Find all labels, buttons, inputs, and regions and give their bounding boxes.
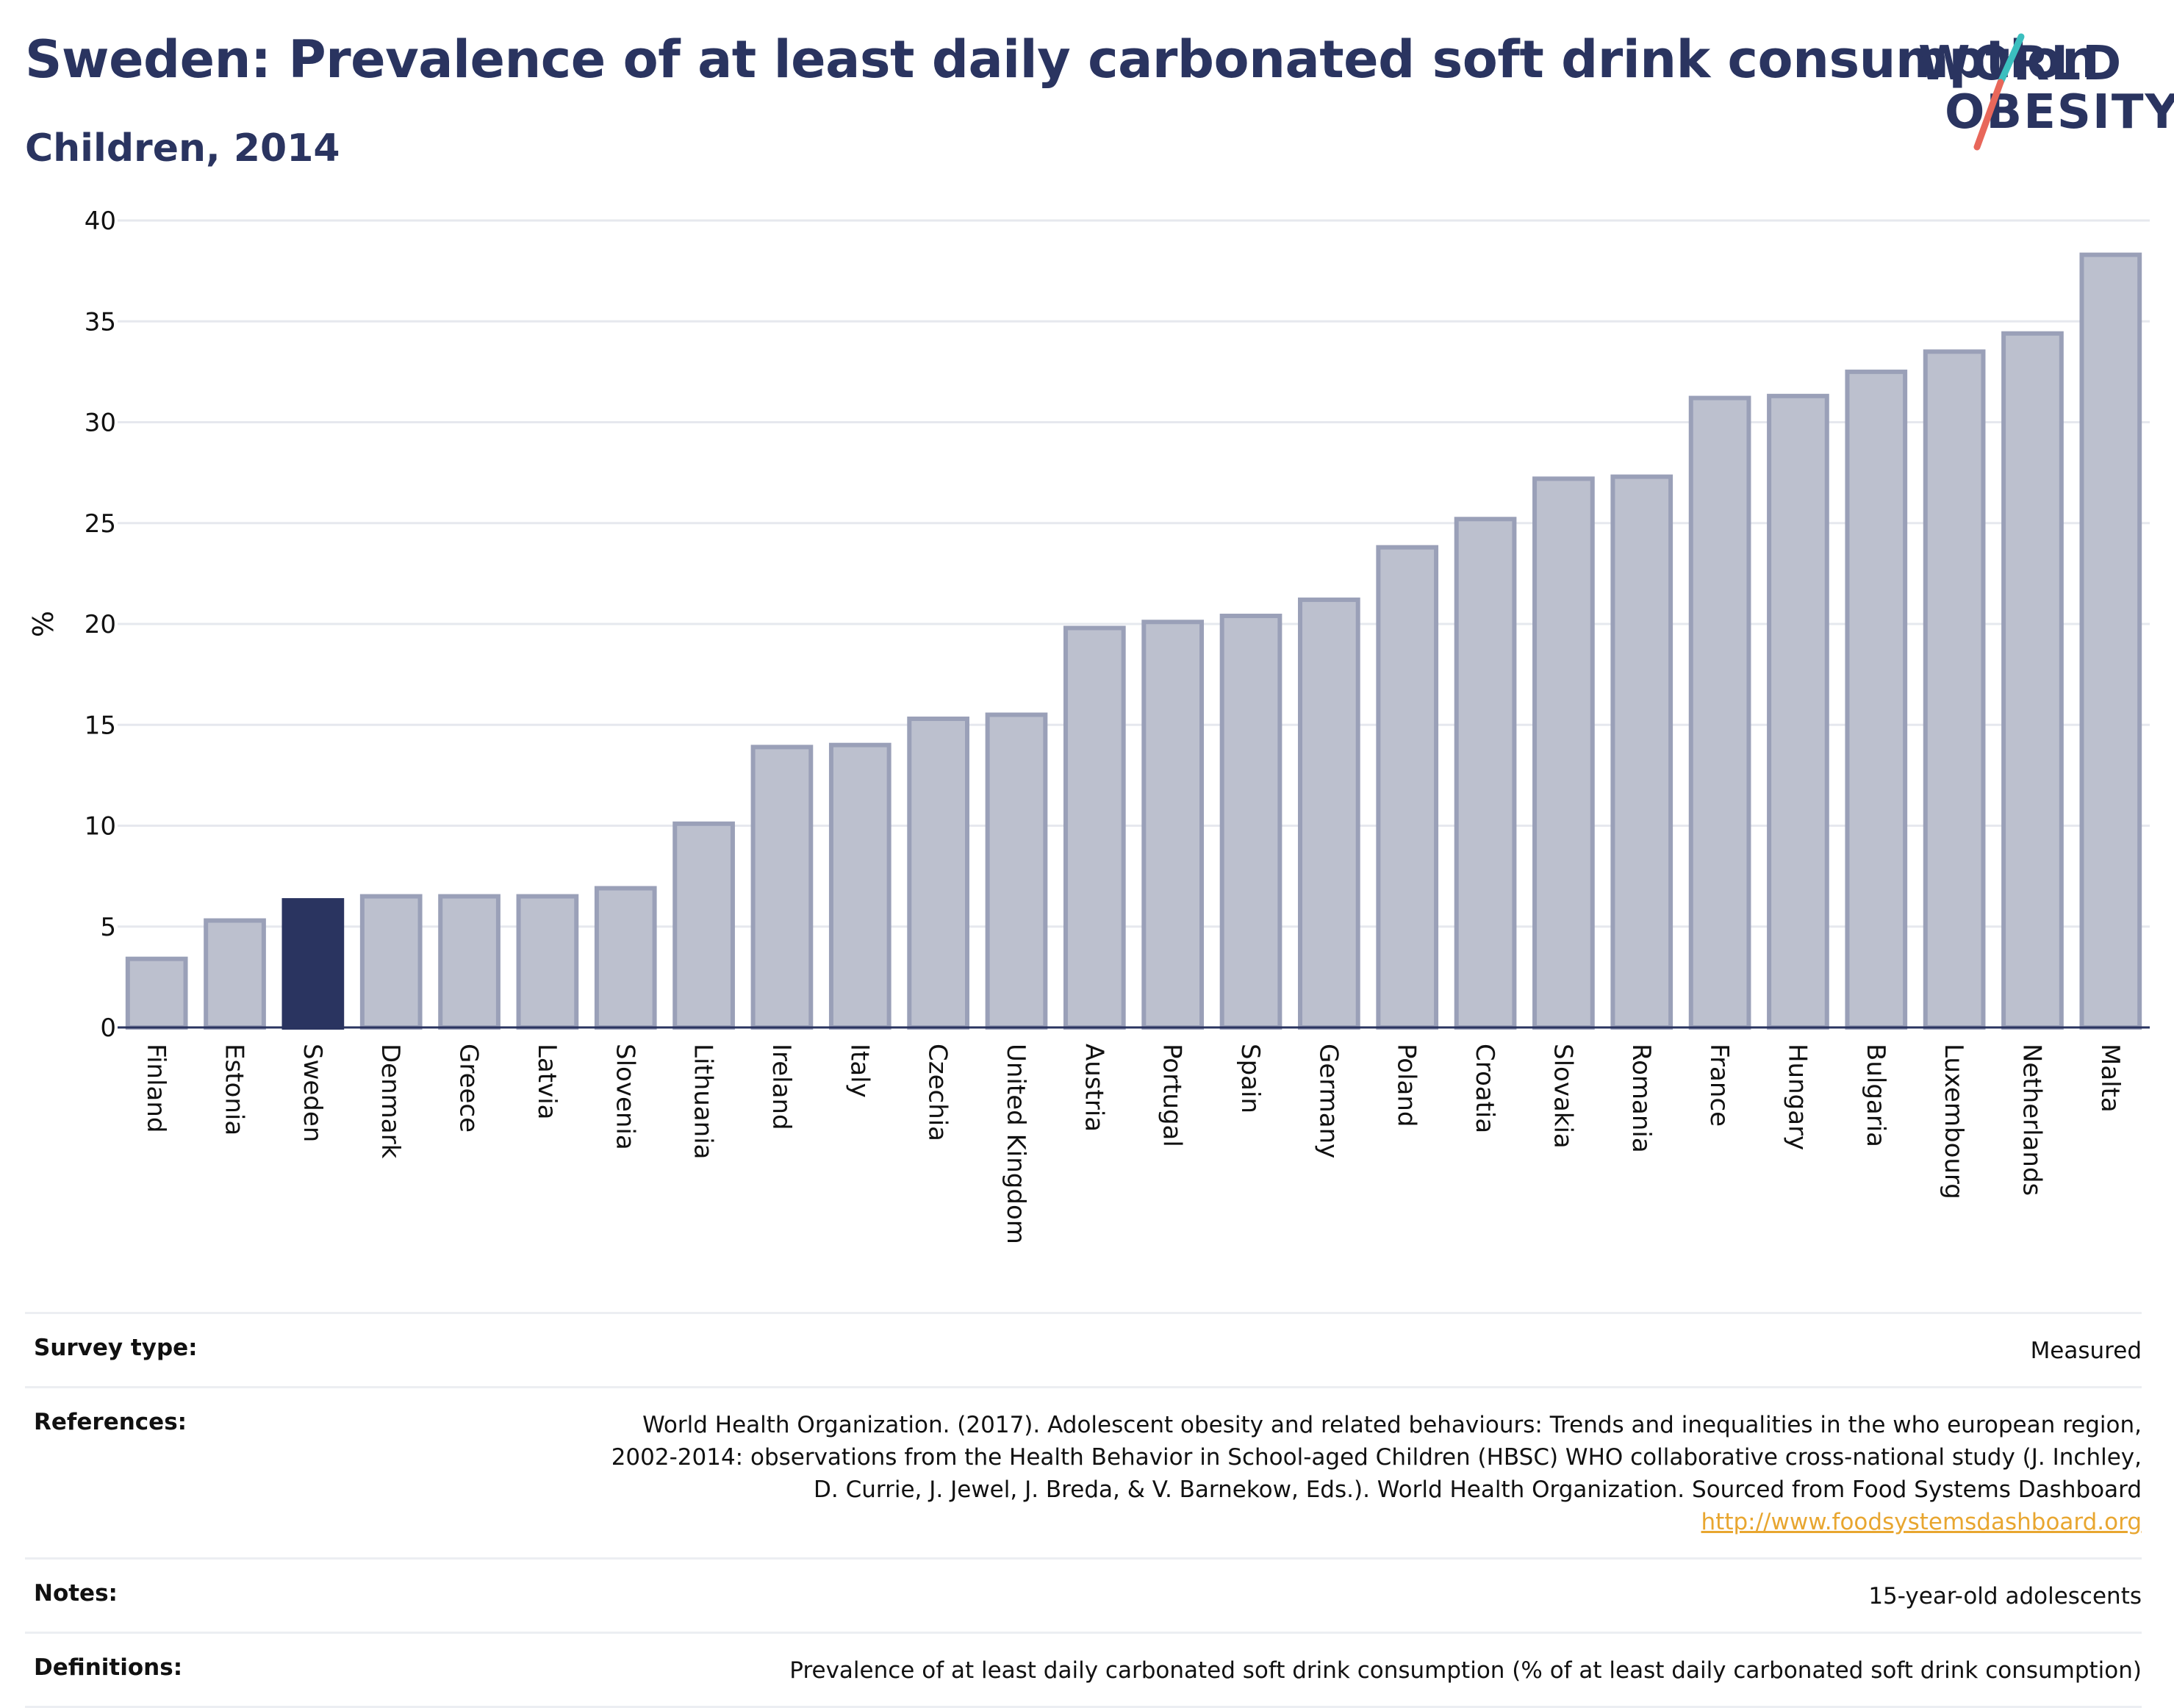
references-label: References:	[34, 1409, 187, 1435]
bar-greece	[438, 894, 501, 1030]
bar-latvia	[516, 894, 579, 1030]
bar-czechia	[907, 717, 969, 1030]
y-tick-label: 0	[100, 1013, 116, 1043]
x-tick-label: Malta	[2095, 1044, 2125, 1113]
notes-value: 15-year-old adolescents	[1868, 1583, 2142, 1610]
y-tick-label: 20	[85, 610, 116, 639]
x-tick-label: Sweden	[298, 1044, 327, 1142]
x-tick-label: Portugal	[1158, 1044, 1187, 1147]
y-tick-label: 25	[85, 509, 116, 539]
x-tick-label: Poland	[1392, 1044, 1421, 1127]
metadata-table: Survey type: Measured References: World …	[25, 1312, 2142, 1708]
x-tick-label: United Kingdom	[1001, 1044, 1030, 1244]
bar-chart: 0 5 10 15 20 25 30 35 40 Finland Estonia Sweden Den…	[27, 207, 2150, 1244]
references-value: World Health Organization. (2017). Adole…	[611, 1409, 2142, 1538]
y-tick-label: 15	[85, 711, 116, 740]
y-tick-label: 40	[85, 207, 116, 236]
bar-malta	[2079, 252, 2142, 1030]
gridlines	[118, 219, 2150, 1029]
bar-netherlands	[2001, 331, 2064, 1030]
bar-germany	[1298, 598, 1360, 1030]
x-tick-label: Italy	[844, 1044, 874, 1098]
bar-portugal	[1141, 620, 1205, 1030]
x-tick-label: Austria	[1079, 1044, 1108, 1132]
bar-france	[1688, 395, 1751, 1030]
notes-label: Notes:	[34, 1580, 118, 1607]
bar-spain	[1219, 614, 1282, 1030]
x-tick-label: Ireland	[767, 1044, 796, 1130]
x-tick-label: Slovenia	[610, 1044, 639, 1150]
bars	[125, 252, 2142, 1030]
bar-ireland	[750, 744, 814, 1030]
bar-lithuania	[672, 821, 735, 1030]
bar-croatia	[1454, 517, 1517, 1030]
x-tick-label: Germany	[1313, 1044, 1343, 1158]
x-tick-label: Bulgaria	[1861, 1044, 1890, 1147]
page-title: Sweden: Prevalence of at least daily car…	[25, 29, 2098, 90]
x-axis-labels: Finland Estonia Sweden Denmark Greece Latvia S…	[141, 1044, 2125, 1244]
x-tick-label: Czechia	[923, 1044, 953, 1141]
world-obesity-logo: WORLD OBESITY	[1918, 24, 2174, 156]
bar-finland	[125, 956, 188, 1030]
bar-slovakia	[1532, 476, 1595, 1030]
definitions-value: Prevalence of at least daily carbonated …	[789, 1657, 2142, 1684]
x-tick-label: Latvia	[532, 1044, 562, 1120]
notes-row: Notes: 15-year-old adolescents	[25, 1557, 2142, 1632]
y-tick-label: 5	[100, 913, 116, 942]
x-tick-label: Spain	[1235, 1044, 1265, 1113]
x-tick-label: Greece	[454, 1044, 484, 1133]
x-tick-label: Netherlands	[2017, 1044, 2046, 1196]
bar-romania	[1610, 474, 1673, 1030]
definitions-label: Definitions:	[34, 1654, 183, 1681]
bar-hungary	[1767, 393, 1829, 1030]
x-tick-label: Finland	[141, 1044, 171, 1133]
page-subtitle: Children, 2014	[25, 126, 340, 171]
y-tick-label: 30	[85, 409, 116, 438]
definitions-row: Definitions: Prevalence of at least dail…	[25, 1632, 2142, 1708]
x-tick-label: Luxembourg	[1939, 1044, 1968, 1199]
x-tick-label: Romania	[1626, 1044, 1656, 1153]
x-tick-label: Hungary	[1782, 1044, 1812, 1150]
x-tick-label: Estonia	[220, 1044, 249, 1135]
x-tick-label: France	[1704, 1044, 1734, 1127]
y-axis-label: %	[27, 611, 60, 637]
x-tick-label: Denmark	[376, 1044, 405, 1159]
bar-austria	[1063, 625, 1126, 1030]
x-tick-label: Croatia	[1470, 1044, 1499, 1133]
references-row: References: World Health Organization. (…	[25, 1386, 2142, 1557]
references-line-1: World Health Organization. (2017). Adole…	[642, 1412, 2142, 1438]
x-tick-label: Slovakia	[1548, 1044, 1577, 1149]
survey-type-label: Survey type:	[34, 1335, 198, 1361]
y-axis-ticks: 0 5 10 15 20 25 30 35 40	[85, 207, 116, 1043]
survey-type-value: Measured	[2030, 1338, 2142, 1364]
x-tick-label: Lithuania	[689, 1044, 718, 1159]
bar-italy	[828, 742, 892, 1030]
y-tick-label: 35	[85, 307, 116, 337]
bar-sweden	[281, 898, 345, 1030]
references-line-3: D. Currie, J. Jewel, J. Breda, & V. Barn…	[814, 1476, 2142, 1503]
logo-slash-icon	[1973, 33, 2025, 151]
bar-bulgaria	[1845, 369, 1908, 1030]
references-link[interactable]: http://www.foodsystemsdashboard.org	[1701, 1509, 2142, 1535]
bar-united-kingdom	[985, 712, 1048, 1030]
bar-luxembourg	[1923, 349, 1986, 1030]
bar-poland	[1376, 545, 1439, 1030]
bar-slovenia	[594, 886, 657, 1030]
references-line-2: 2002-2014: observations from the Health …	[611, 1444, 2142, 1471]
bar-denmark	[359, 894, 423, 1030]
bar-estonia	[204, 918, 266, 1030]
survey-type-row: Survey type: Measured	[25, 1312, 2142, 1386]
y-tick-label: 10	[85, 812, 116, 842]
